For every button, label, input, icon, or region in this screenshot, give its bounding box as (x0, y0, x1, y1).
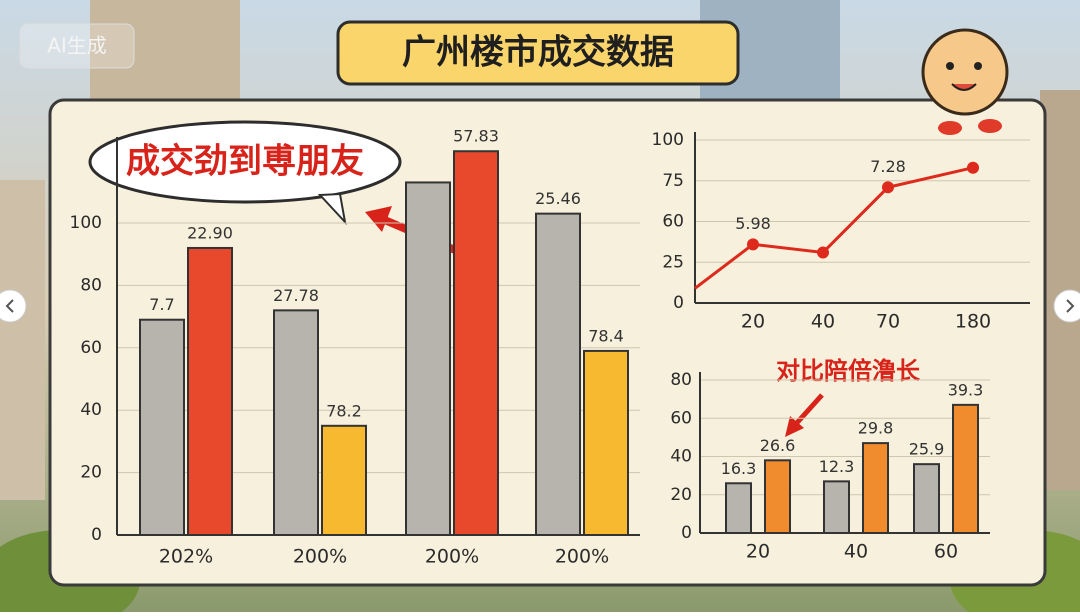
x-tick-label: 20 (746, 541, 770, 563)
bar (453, 150, 499, 537)
bar-label: 29.8 (858, 419, 894, 438)
bar (862, 442, 889, 534)
point-label: 7.28 (870, 157, 906, 176)
x-tick-label: 202% (159, 546, 213, 568)
bar-label: 39.3 (948, 380, 984, 399)
bar-label: 57.83 (453, 127, 499, 146)
bar (913, 463, 940, 534)
bar (273, 309, 319, 536)
y-tick-label: 80 (80, 275, 102, 295)
x-tick-label: 60 (934, 541, 958, 563)
x-tick-label: 40 (811, 311, 835, 333)
title: 广州楼市成交数据 (402, 33, 674, 73)
title-box (336, 20, 740, 86)
x-tick-label: 200% (555, 546, 609, 568)
arrow-head (785, 416, 804, 437)
x-tick-label: 200% (293, 546, 347, 568)
bar-label: 25.9 (909, 440, 945, 459)
building (90, 0, 240, 100)
bar (952, 403, 979, 534)
y-tick-label: 60 (662, 212, 684, 232)
badge (19, 23, 135, 69)
arrow-head (365, 206, 392, 232)
bar (535, 212, 581, 536)
y-tick-label: 40 (670, 447, 692, 467)
y-tick-label: 20 (670, 485, 692, 505)
building (0, 180, 45, 500)
x-tick-label: 180 (955, 311, 991, 333)
bar (583, 349, 629, 537)
point (882, 181, 894, 194)
bar-label: 16.3 (721, 459, 757, 478)
bar-label: 25.46 (535, 189, 581, 208)
bar (405, 181, 451, 536)
next-button[interactable] (1053, 289, 1080, 323)
bar (321, 424, 367, 536)
y-tick-label: 0 (673, 293, 684, 313)
speech-bubble (88, 120, 402, 204)
y-tick-label: 100 (70, 213, 102, 233)
bar (139, 318, 185, 536)
bar-label: 22.90 (187, 223, 233, 242)
y-tick-label: 0 (681, 523, 692, 543)
mascot (921, 28, 1009, 135)
prev-button[interactable] (0, 289, 27, 323)
point (817, 246, 829, 259)
arrow (793, 393, 824, 427)
y-tick-label: 80 (670, 370, 692, 390)
bar-label: 78.2 (326, 401, 362, 420)
y-tick-label: 75 (662, 171, 684, 191)
y-tick-label: 25 (662, 252, 684, 272)
callout: 成交劲到尃朋友 (126, 142, 364, 182)
point-label: 5.98 (735, 214, 771, 233)
bar-label: 26.6 (760, 436, 796, 455)
annotation: 对比陪倍澛长 (776, 357, 921, 385)
x-tick-label: 40 (844, 541, 868, 563)
bar (764, 459, 791, 535)
bar (187, 246, 233, 537)
y-tick-label: 100 (652, 130, 684, 150)
badge-text: AI生成 (47, 34, 107, 58)
point (747, 238, 759, 251)
y-tick-label: 40 (80, 400, 102, 420)
bar-label: 27.78 (273, 286, 319, 305)
bar (823, 480, 850, 534)
x-tick-label: 200% (425, 546, 479, 568)
bar (725, 482, 752, 534)
y-tick-label: 20 (80, 463, 102, 483)
y-tick-label: 0 (91, 525, 102, 545)
y-tick-label: 60 (80, 338, 102, 358)
bar-label: 7.7 (149, 295, 174, 314)
bar-label: 12.3 (819, 457, 855, 476)
x-tick-label: 20 (741, 311, 765, 333)
bubble-tail (317, 192, 347, 226)
x-tick-label: 70 (876, 311, 900, 333)
bar-label: 78.4 (588, 326, 624, 345)
point (967, 161, 979, 174)
y-tick-label: 60 (670, 408, 692, 428)
